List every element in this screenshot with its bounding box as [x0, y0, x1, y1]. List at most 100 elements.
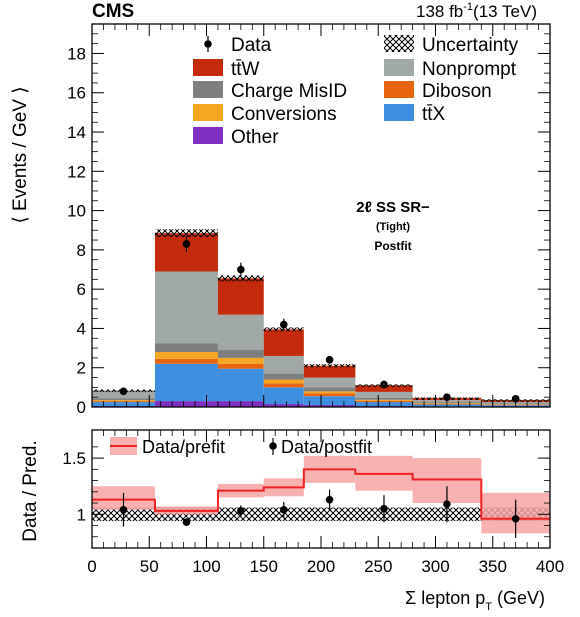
bar-nonprompt	[154, 271, 218, 344]
y-tick-label: 6	[77, 280, 86, 299]
data-points	[119, 236, 520, 403]
y-tick-label: 2	[77, 359, 86, 378]
bar-ttX	[303, 396, 356, 406]
legend-marker-postfit	[269, 442, 277, 450]
selection-label: (Tight)	[376, 221, 410, 233]
bar-conversions	[263, 379, 304, 384]
bar-ttW	[263, 329, 304, 356]
legend-label-diboson: Diboson	[422, 81, 492, 102]
bar-nonprompt	[263, 355, 304, 374]
postfit-point	[443, 500, 451, 508]
x-tick-label: 250	[364, 557, 392, 576]
data-point	[119, 387, 128, 396]
main-plot-axes: 0 2 4 6 8 10 12 14 16 18	[67, 24, 551, 417]
legend-swatch-uncertainty	[384, 35, 414, 52]
bar-diboson	[92, 401, 155, 403]
bar-charge_misid	[355, 397, 413, 400]
x-tick-label: 300	[421, 557, 449, 576]
bar-charge_misid	[303, 387, 356, 392]
y-axis-label: ⟨ Events / GeV ⟩	[10, 86, 31, 223]
ratio-panel: 1 1.5 0 50 100 150 200 250 300 350 400 Data / Pred…	[20, 429, 564, 576]
bar-charge_misid	[263, 373, 304, 380]
y-tick-label: 16	[67, 84, 86, 103]
bar-ttX	[154, 363, 218, 402]
bar-diboson	[154, 358, 218, 364]
legend-label-nonprompt: Nonprompt	[422, 59, 517, 80]
bar-ttX	[263, 387, 304, 405]
y-tick-label: 4	[77, 319, 86, 338]
legend-swatch-conversions	[193, 104, 223, 121]
bar-diboson	[355, 400, 413, 403]
data-point	[511, 394, 520, 403]
x-axis-label: Σ lepton pT (GeV)	[405, 588, 545, 613]
data-point	[380, 380, 388, 389]
legend-label-uncertainty: Uncertainty	[422, 35, 519, 56]
legend-swatch-other	[193, 127, 223, 144]
bar-conversions	[303, 391, 356, 394]
legend-label-prefit: Data/prefit	[142, 437, 225, 457]
bar-charge_misid	[217, 350, 264, 358]
legend-label-postfit: Data/postfit	[281, 437, 372, 457]
legend-marker-data	[204, 40, 212, 48]
prefit-ratio	[92, 455, 550, 534]
bar-conversions	[154, 352, 218, 359]
bar-ttX	[217, 368, 264, 402]
x-tick-label: 100	[192, 557, 220, 576]
y-tick-label: 0	[77, 398, 86, 417]
postfit-point	[511, 514, 520, 523]
postfit-ratio-points	[119, 486, 520, 538]
postfit-point	[380, 504, 388, 513]
main-plot-panel: 0 2 4 6 8 10 12 14 16 18 ⟨ Events / GeV ⟩	[10, 23, 551, 417]
legend-swatch-nonprompt	[384, 59, 414, 76]
y-tick-label: 14	[67, 123, 86, 142]
postfit-point	[237, 507, 245, 515]
bar-other	[263, 404, 304, 407]
x-tick-label: 50	[140, 557, 159, 576]
data-point	[325, 356, 334, 364]
x-tick-label: 200	[307, 557, 335, 576]
x-tick-label: 400	[536, 557, 564, 576]
y-tick-label: 18	[67, 44, 86, 63]
bar-conversions	[355, 399, 413, 401]
bar-ttW	[355, 385, 413, 392]
postfit-point	[279, 505, 288, 514]
legend-label-charge_misid: Charge MisID	[231, 81, 347, 102]
ratio-y-axis-label: Data / Pred.	[20, 440, 41, 541]
bar-ttX	[355, 402, 413, 407]
uncertainty-hatch	[303, 364, 356, 368]
y-tick-label: 10	[67, 202, 86, 221]
legend-swatch-charge_misid	[193, 81, 223, 98]
bar-ttW	[217, 278, 264, 315]
legend-swatch-diboson	[384, 81, 414, 98]
fit-label: Postfit	[374, 239, 411, 253]
bar-diboson	[303, 393, 356, 397]
legend-label-other: Other	[231, 127, 279, 148]
bar-nonprompt	[303, 377, 356, 388]
y-tick-label: 8	[77, 241, 86, 260]
stacked-bars	[92, 233, 550, 407]
x-tick-label: 0	[87, 557, 96, 576]
prefit-ratio-line	[92, 468, 550, 520]
uncertainty-hatch	[217, 275, 264, 282]
bar-other	[303, 405, 356, 407]
data-point	[182, 240, 191, 248]
bar-nonprompt	[355, 391, 413, 398]
uncertainty-hatch	[154, 229, 218, 238]
bar-nonprompt	[217, 314, 264, 351]
bar-charge_misid	[154, 343, 218, 353]
bar-diboson	[217, 363, 264, 369]
y-tick-label: 12	[67, 162, 86, 181]
data-point	[237, 265, 245, 274]
data-point	[279, 320, 288, 329]
bar-charge_misid	[92, 398, 155, 401]
bar-diboson	[263, 383, 304, 388]
bar-conversions	[217, 357, 264, 364]
region-label: 2ℓ SS SR−	[356, 199, 430, 216]
x-tick-label: 150	[250, 557, 278, 576]
bar-ttX	[92, 402, 155, 407]
postfit-point	[325, 495, 334, 504]
x-tick-label: 350	[479, 557, 507, 576]
legend-label-data: Data	[231, 35, 272, 56]
